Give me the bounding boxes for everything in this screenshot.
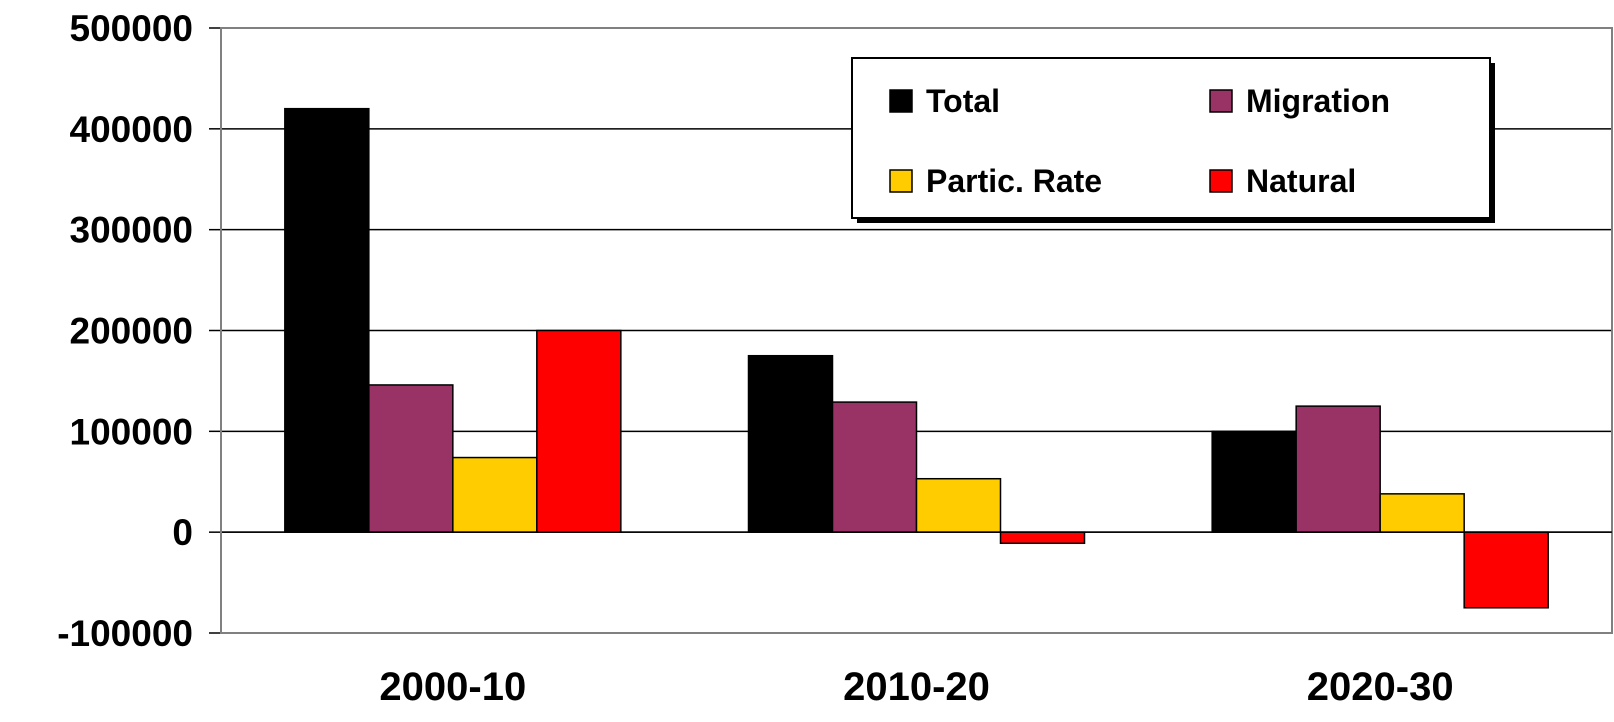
bar-partic-rate-2010-20 xyxy=(915,477,1002,533)
bar-partic-rate-2000-10 xyxy=(452,456,538,533)
bar-total-2020-30 xyxy=(1211,430,1297,533)
legend-swatch xyxy=(889,89,913,113)
bar-migration-2000-10 xyxy=(368,384,454,533)
bar-migration-2010-20 xyxy=(831,401,918,533)
y-tick-label: 300000 xyxy=(70,210,193,251)
bar-migration-2020-30 xyxy=(1295,405,1381,533)
y-tick-label: 500000 xyxy=(70,8,193,49)
legend: Total Migration Partic. Rate Natural xyxy=(851,57,1495,223)
legend-swatch xyxy=(889,169,913,193)
bars xyxy=(284,107,1549,609)
legend-box xyxy=(851,57,1491,219)
x-category-label: 2020-30 xyxy=(1307,665,1454,709)
x-category-label: 2010-20 xyxy=(843,665,990,709)
x-category-label: 2000-10 xyxy=(379,665,526,709)
legend-label: Total xyxy=(926,83,1000,119)
y-tick-label: 100000 xyxy=(70,411,193,452)
legend-label: Migration xyxy=(1246,83,1390,119)
y-tick-label: 200000 xyxy=(70,311,193,352)
x-category-labels: 2000-10 2010-20 2020-30 xyxy=(379,665,1453,709)
y-tick-label: 0 xyxy=(172,512,193,553)
bar-natural-2000-10 xyxy=(536,329,622,533)
legend-swatch xyxy=(1209,89,1233,113)
legend-swatch xyxy=(1209,169,1233,193)
y-tick-labels: 500000 400000 300000 200000 100000 0 -100000 xyxy=(57,8,193,654)
y-tick-label: 400000 xyxy=(70,109,193,150)
bar-total-2010-20 xyxy=(747,354,834,533)
legend-label: Natural xyxy=(1246,163,1356,199)
axes xyxy=(209,27,1613,634)
bar-natural-2010-20 xyxy=(999,531,1086,545)
legend-label: Partic. Rate xyxy=(926,163,1102,199)
y-tick-label: -100000 xyxy=(57,613,193,654)
bar-total-2000-10 xyxy=(284,107,370,533)
bar-natural-2020-30 xyxy=(1463,531,1549,609)
bar-partic-rate-2020-30 xyxy=(1379,493,1465,533)
